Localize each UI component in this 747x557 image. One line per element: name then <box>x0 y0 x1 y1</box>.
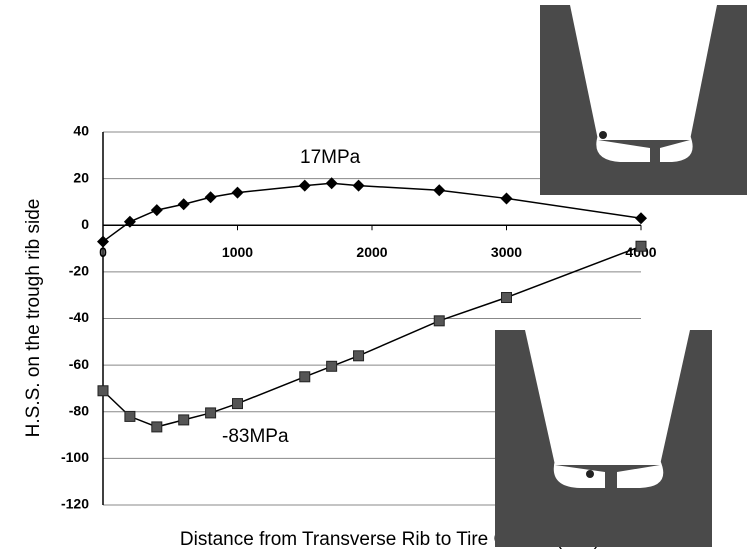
point <box>327 361 337 371</box>
inset-image <box>540 5 747 195</box>
y-tick-label: 20 <box>73 169 89 185</box>
point <box>502 293 512 303</box>
point <box>98 386 108 396</box>
point <box>206 408 216 418</box>
x-tick-label: 3000 <box>491 244 522 260</box>
point <box>636 241 646 251</box>
y-tick-label: -60 <box>69 356 89 372</box>
point <box>151 204 163 216</box>
point <box>178 198 190 210</box>
y-tick-label: -40 <box>69 309 89 325</box>
y-tick-label: 0 <box>81 216 89 232</box>
point <box>152 422 162 432</box>
y-tick-label: -80 <box>69 402 89 418</box>
inset-image <box>495 330 712 547</box>
y-tick-label: -120 <box>61 496 89 512</box>
point <box>125 411 135 421</box>
x-tick-label: 2000 <box>356 244 387 260</box>
point <box>353 180 365 192</box>
point <box>232 187 244 199</box>
point <box>635 212 647 224</box>
annotation: 17MPa <box>300 147 361 168</box>
y-tick-label: -100 <box>61 449 89 465</box>
point <box>300 372 310 382</box>
point <box>354 351 364 361</box>
y-axis-label: H.S.S. on the trough rib side <box>23 199 44 438</box>
point <box>179 415 189 425</box>
annotation: -83MPa <box>222 426 289 447</box>
point <box>233 399 243 409</box>
point <box>205 191 217 203</box>
x-tick-label: 1000 <box>222 244 253 260</box>
y-tick-label: -20 <box>69 263 89 279</box>
chart: -120-100-80-60-40-2002040010002000300040… <box>0 0 747 557</box>
point <box>501 192 513 204</box>
point <box>299 180 311 192</box>
y-tick-label: 40 <box>73 123 89 139</box>
point <box>433 184 445 196</box>
point <box>434 316 444 326</box>
